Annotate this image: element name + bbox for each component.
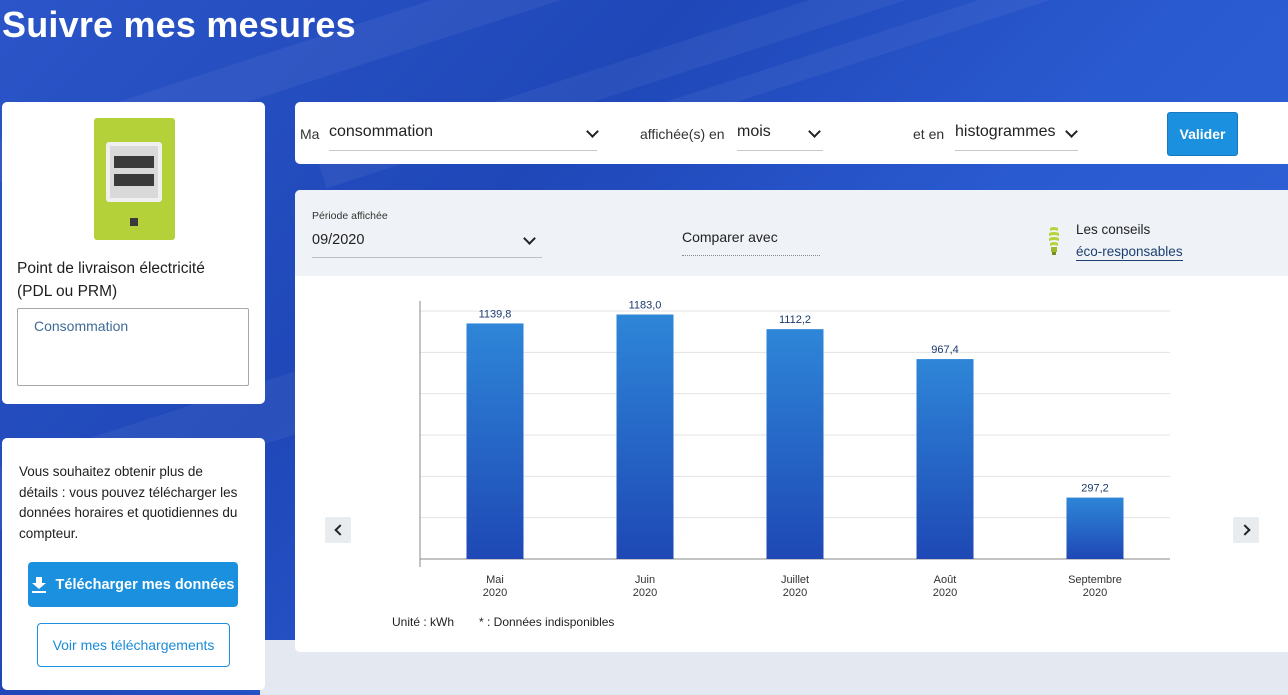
bar-value-label: 1139,8 <box>479 308 512 320</box>
see-downloads-button[interactable]: Voir mes téléchargements <box>37 623 230 667</box>
bar-value-label: 297,2 <box>1081 483 1109 495</box>
bar-value-label: 1112,2 <box>779 314 811 326</box>
next-period-button[interactable] <box>1233 517 1259 543</box>
period-unit-value: mois <box>737 123 771 140</box>
conseils-label: Les conseils <box>1076 222 1151 237</box>
period-value: 09/2020 <box>312 232 365 248</box>
x-tick-label: 2020 <box>933 587 957 599</box>
page-title: Suivre mes mesures <box>2 4 356 45</box>
lightbulb-icon <box>1049 227 1059 255</box>
x-tick-label: Juillet <box>781 574 809 586</box>
label-affichee: affichée(s) en <box>640 126 725 142</box>
period-unit-select[interactable]: mois <box>737 121 823 151</box>
bar[interactable] <box>916 359 974 559</box>
display-type-select[interactable]: histogrammes <box>955 121 1078 151</box>
legend-unavailable: * : Données indisponibles <box>479 615 615 629</box>
download-icon <box>31 576 46 593</box>
period-label: Période affichée <box>312 210 388 222</box>
chevron-down-icon <box>1065 125 1078 138</box>
x-tick-label: Mai <box>486 574 504 586</box>
measure-value: consommation <box>329 123 434 140</box>
bar-value-label: 1183,0 <box>629 300 662 312</box>
download-button-label: Télécharger mes données <box>55 576 235 593</box>
x-tick-label: 2020 <box>633 587 657 599</box>
eco-tips-link[interactable]: éco-responsables <box>1076 244 1183 261</box>
chart-card: Période affichée 09/2020 Comparer avec L… <box>295 190 1288 652</box>
legend-unit: Unité : kWh <box>392 615 455 629</box>
bar[interactable] <box>766 329 824 559</box>
x-tick-label: Septembre <box>1068 574 1122 586</box>
chart-header: Période affichée 09/2020 Comparer avec L… <box>295 190 1288 276</box>
x-tick-label: 2020 <box>483 587 507 599</box>
pdl-field-value: Consommation <box>34 318 129 334</box>
previous-period-button[interactable] <box>325 517 351 543</box>
measure-select[interactable]: consommation <box>329 121 599 151</box>
x-tick-label: 2020 <box>1083 587 1107 599</box>
bar-value-label: 967,4 <box>931 344 959 356</box>
chevron-down-icon <box>808 125 821 138</box>
pdl-card: Point de livraison électricité (PDL ou P… <box>2 102 265 404</box>
filter-bar: Ma consommation affichée(s) en mois et e… <box>295 102 1288 164</box>
download-card: Vous souhaitez obtenir plus de détails :… <box>2 438 265 690</box>
chevron-down-icon <box>586 125 599 138</box>
download-description: Vous souhaitez obtenir plus de détails :… <box>19 464 238 541</box>
validate-button[interactable]: Valider <box>1167 112 1238 156</box>
bar[interactable] <box>616 314 674 559</box>
pdl-select-field[interactable]: Consommation <box>17 308 249 386</box>
download-data-button[interactable]: Télécharger mes données <box>28 562 238 607</box>
pdl-title: Point de livraison électricité (PDL ou P… <box>17 260 205 300</box>
chevron-down-icon <box>523 232 536 245</box>
label-et-en: et en <box>913 126 945 142</box>
compare-label: Comparer avec <box>682 229 778 245</box>
display-type-value: histogrammes <box>955 123 1056 140</box>
electric-meter-icon <box>94 118 175 240</box>
bar[interactable] <box>1066 497 1124 559</box>
x-tick-label: Juin <box>635 574 655 586</box>
label-ma: Ma <box>300 126 320 142</box>
period-select[interactable]: 09/2020 <box>312 230 542 258</box>
bar[interactable] <box>466 323 524 559</box>
x-tick-label: Août <box>934 574 957 586</box>
x-tick-label: 2020 <box>783 587 807 599</box>
compare-select[interactable] <box>682 255 820 256</box>
